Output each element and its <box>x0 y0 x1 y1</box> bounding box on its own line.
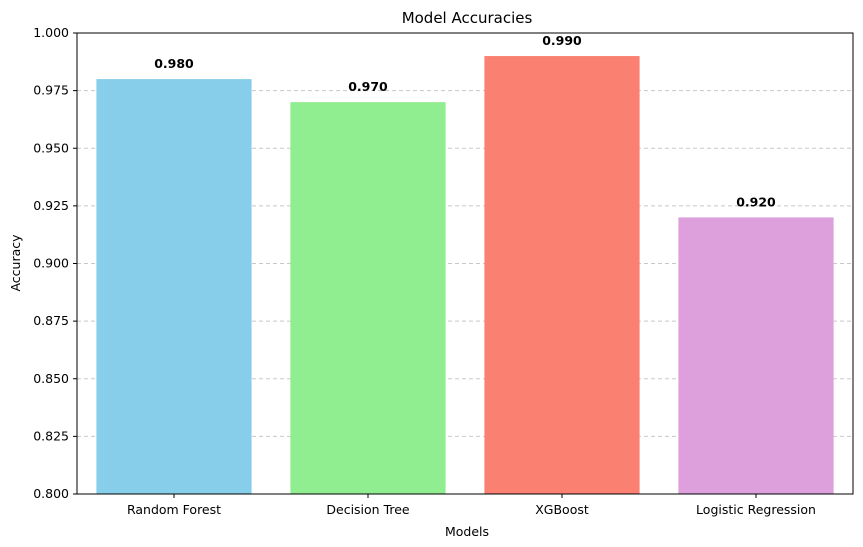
y-tick-label: 1.000 <box>33 25 69 40</box>
x-tick-label: Decision Tree <box>326 502 410 517</box>
value-labels-group: 0.980 0.970 0.990 0.920 <box>154 33 776 209</box>
y-tick-label: 0.875 <box>33 313 69 328</box>
y-tick-label: 0.850 <box>33 371 69 386</box>
chart-title: Model Accuracies <box>402 9 533 27</box>
y-tick-label: 0.950 <box>33 140 69 155</box>
y-tick-label: 0.925 <box>33 198 69 213</box>
x-tick-label: XGBoost <box>535 502 589 517</box>
bar-xgboost <box>484 56 640 495</box>
bar-value-label: 0.970 <box>348 79 388 94</box>
x-axis-ticks: Random Forest Decision Tree XGBoost Logisti… <box>127 494 816 517</box>
bar-logistic-regression <box>678 217 834 494</box>
y-tick-label: 0.900 <box>33 256 69 271</box>
bar-value-label: 0.980 <box>154 56 194 71</box>
bar-value-label: 0.920 <box>736 194 776 209</box>
bar-value-label: 0.990 <box>542 33 582 48</box>
x-tick-label: Random Forest <box>127 502 221 517</box>
bars-group <box>96 56 834 495</box>
y-tick-label: 0.975 <box>33 83 69 98</box>
bar-random-forest <box>96 79 252 494</box>
y-tick-label: 0.800 <box>33 486 69 501</box>
y-axis-ticks: 0.800 0.825 0.850 0.875 0.900 0.925 0.950 0.975… <box>33 25 77 501</box>
x-axis-label: Models <box>445 524 489 539</box>
x-tick-label: Logistic Regression <box>696 502 816 517</box>
y-axis-label: Accuracy <box>8 234 23 292</box>
bar-decision-tree <box>290 102 446 495</box>
y-tick-label: 0.825 <box>33 428 69 443</box>
